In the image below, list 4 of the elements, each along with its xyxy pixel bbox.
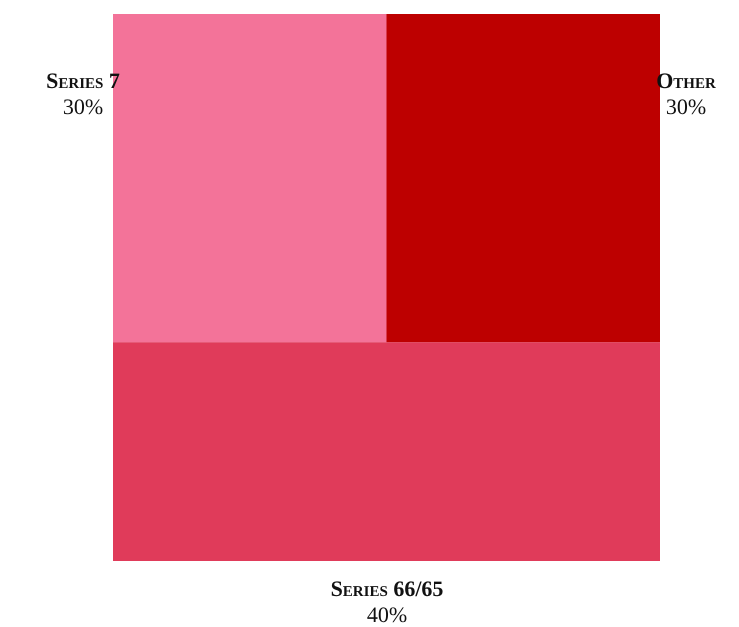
data-label: 40% <box>366 602 408 627</box>
category-label: Series 66/65 <box>330 576 444 602</box>
data-label: 30% <box>664 94 708 120</box>
data-label: 30% <box>62 94 104 120</box>
